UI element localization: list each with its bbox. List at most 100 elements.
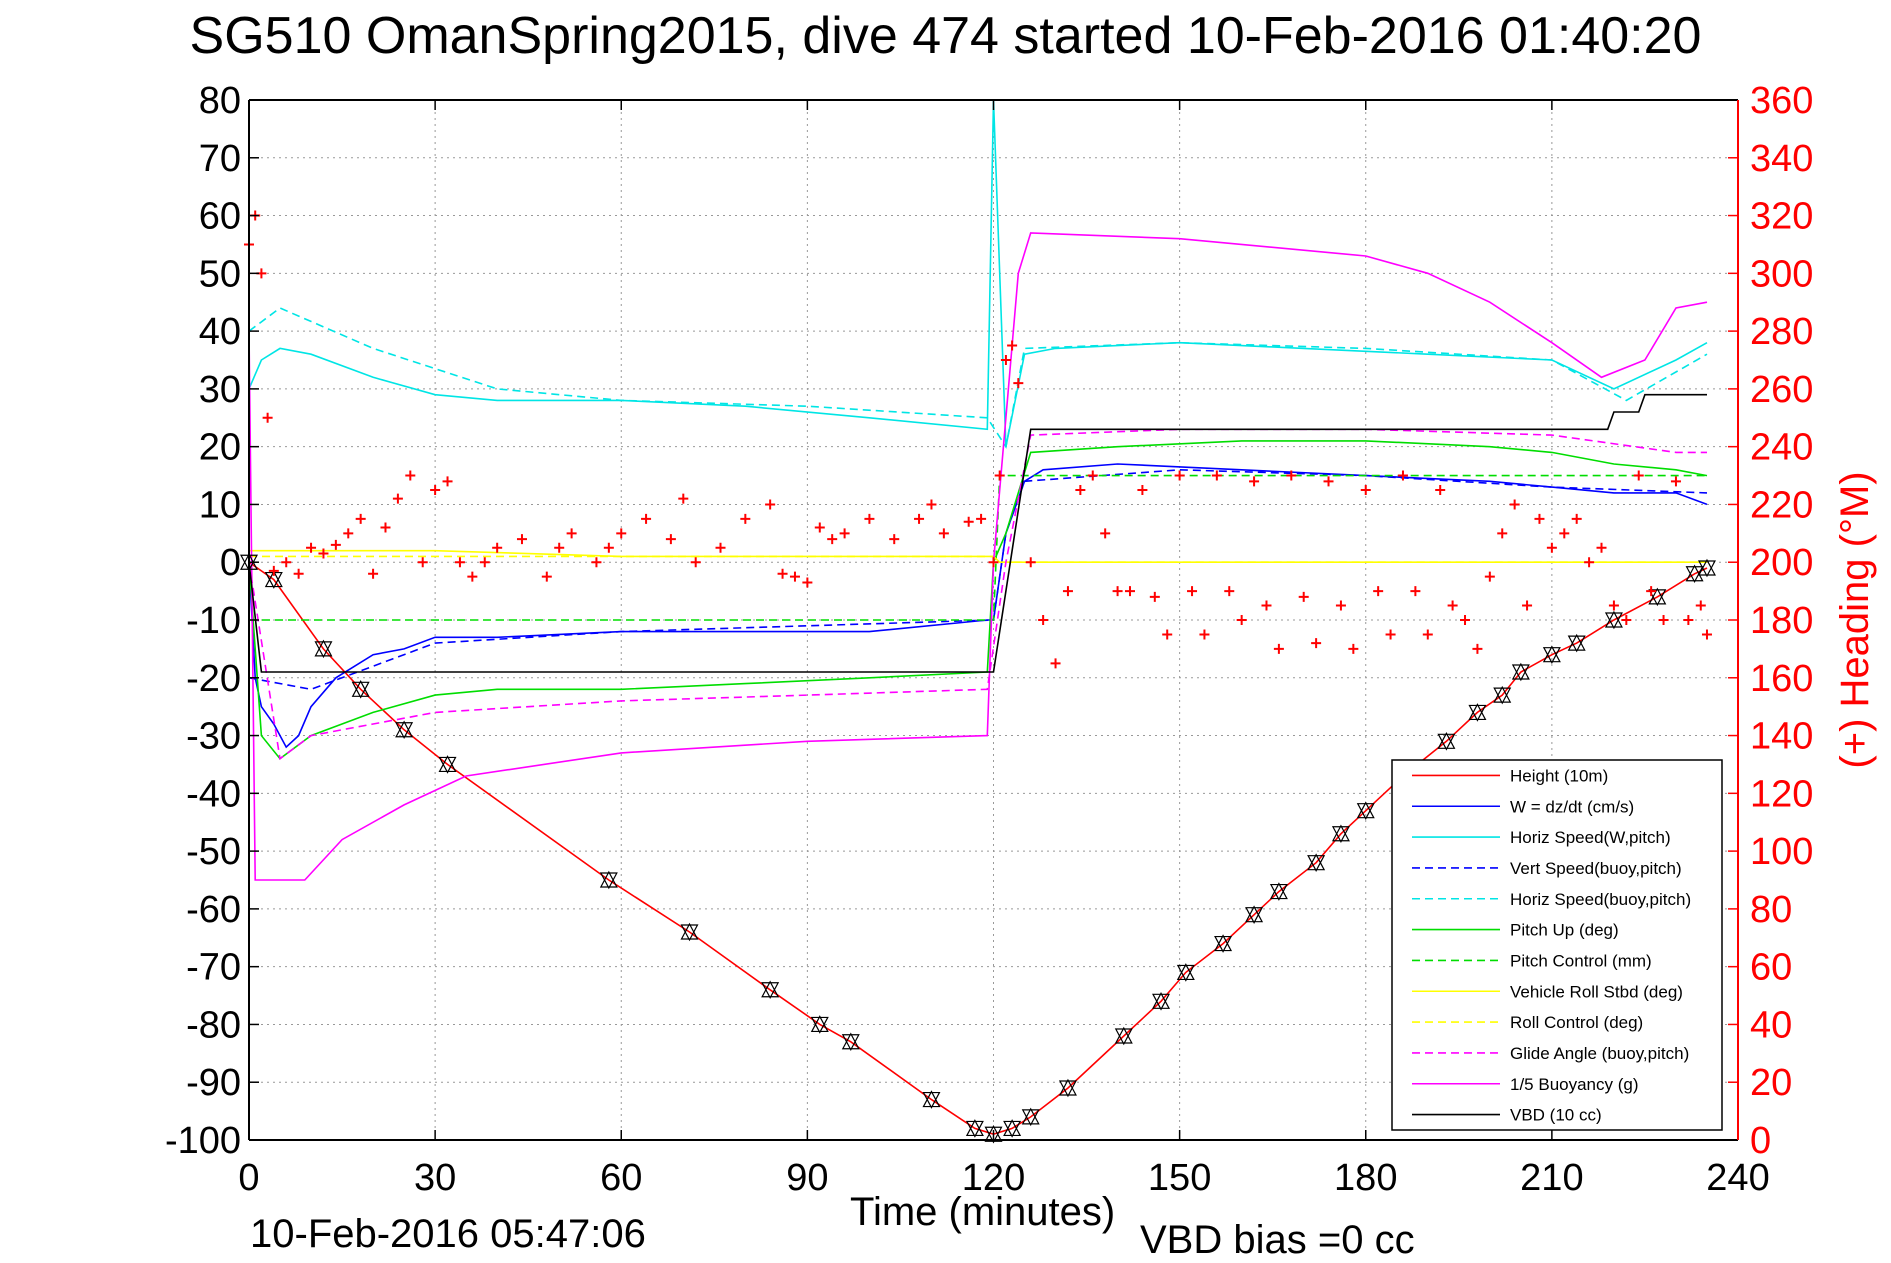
heading-point	[1298, 591, 1309, 602]
height-marker	[438, 755, 457, 773]
x-tick-label: 240	[1706, 1157, 1769, 1199]
height-marker	[1648, 587, 1667, 605]
heading-point	[330, 539, 341, 550]
heading-point	[343, 528, 354, 539]
heading-point	[678, 493, 689, 504]
y-tick-label: -80	[186, 1004, 241, 1046]
y-right-tick-label: 360	[1750, 80, 1813, 122]
y-tick-label: -10	[186, 600, 241, 642]
heading-point	[318, 548, 329, 559]
heading-point	[616, 528, 627, 539]
y-right-tick-label: 80	[1750, 889, 1792, 931]
x-tick-label: 150	[1148, 1157, 1211, 1199]
y-right-tick-label: 40	[1750, 1004, 1792, 1046]
heading-point	[1025, 557, 1036, 568]
heading-point	[1509, 499, 1520, 510]
heading-point	[554, 542, 565, 553]
y-right-tick-label: 20	[1750, 1062, 1792, 1104]
series-line	[248, 463, 1708, 749]
heading-point	[1670, 476, 1681, 487]
heading-point	[1007, 340, 1018, 351]
heading-point	[1584, 557, 1595, 568]
heading-point	[1435, 485, 1446, 495]
heading-point	[1534, 513, 1545, 524]
heading-point	[1187, 586, 1198, 597]
height-marker	[1685, 564, 1704, 582]
y-tick-label: -20	[186, 658, 241, 700]
heading-point	[1497, 528, 1508, 539]
heading-point	[1683, 615, 1694, 625]
x-tick-label: 0	[238, 1157, 259, 1199]
height-marker	[1058, 1078, 1077, 1096]
x-tick-label: 120	[962, 1157, 1025, 1199]
height-marker	[984, 1124, 1003, 1142]
heading-point	[1000, 355, 1011, 365]
y-right-tick-label: 120	[1750, 773, 1813, 815]
heading-point	[1149, 591, 1160, 602]
height-marker	[1307, 853, 1326, 871]
y-tick-label: 30	[199, 369, 241, 411]
y-right-tick-label: 220	[1750, 484, 1813, 526]
heading-point	[777, 568, 788, 579]
heading-point	[839, 528, 850, 539]
heading-point	[1621, 615, 1632, 625]
heading-point	[454, 557, 465, 568]
height-marker	[395, 720, 414, 738]
heading-point	[1633, 470, 1644, 481]
heading-point	[516, 534, 527, 545]
height-marker	[314, 639, 333, 657]
y-tick-label: -90	[186, 1062, 241, 1104]
series-line	[249, 474, 1707, 621]
height-marker	[1437, 732, 1456, 749]
heading-point	[306, 542, 317, 553]
heading-point	[789, 571, 800, 582]
heading-point	[1559, 528, 1570, 539]
height-marker	[1176, 963, 1195, 981]
series-line	[248, 468, 1708, 691]
x-tick-label: 30	[414, 1157, 456, 1199]
y-right-tick-label: 240	[1750, 427, 1813, 469]
y-right-tick-label: 0	[1750, 1120, 1771, 1162]
legend-label: 1/5 Buoyancy (g)	[1510, 1075, 1639, 1094]
y-tick-label: 0	[220, 542, 241, 584]
heading-point	[1211, 470, 1222, 481]
heading-point	[1050, 658, 1061, 669]
legend-label: Glide Angle (buoy,pitch)	[1510, 1044, 1689, 1063]
heading-point	[591, 557, 602, 568]
height-marker	[1542, 645, 1561, 663]
series-line	[248, 99, 1708, 447]
y-tick-label: -50	[186, 831, 241, 873]
legend-label: Pitch Control (mm)	[1510, 951, 1652, 970]
heading-point	[1546, 542, 1557, 553]
y-right-axis-label: (+) Heading (°M)	[1833, 471, 1877, 768]
y-tick-label: -60	[186, 889, 241, 931]
y-tick-label: -100	[165, 1120, 241, 1162]
series-line	[248, 428, 1707, 761]
y-right-tick-label: 180	[1750, 600, 1813, 642]
heading-point	[380, 522, 391, 533]
heading-point	[355, 513, 366, 524]
y-right-tick-label: 260	[1750, 369, 1813, 411]
y-right-tick-label: 100	[1750, 831, 1813, 873]
y-tick-label: -40	[186, 773, 241, 815]
heading-point	[938, 528, 949, 539]
y-right-tick-label: 340	[1750, 138, 1813, 180]
heading-point	[1385, 629, 1396, 640]
heading-point	[1087, 470, 1098, 481]
heading-point	[814, 522, 825, 533]
x-tick-label: 60	[600, 1157, 642, 1199]
heading-point	[1422, 629, 1433, 640]
height-marker	[1468, 703, 1487, 721]
y-right-tick-label: 280	[1750, 311, 1813, 353]
height-marker	[1003, 1119, 1022, 1137]
y-tick-label: 80	[199, 80, 241, 122]
x-tick-label: 180	[1334, 1157, 1397, 1199]
heading-point	[430, 485, 441, 495]
series-line	[248, 307, 1708, 449]
legend-label: Pitch Up (deg)	[1510, 921, 1619, 940]
series-line	[249, 555, 1707, 564]
height-marker	[965, 1119, 984, 1137]
heading-point	[802, 577, 813, 588]
heading-point	[492, 542, 503, 553]
heading-point	[1075, 485, 1086, 495]
